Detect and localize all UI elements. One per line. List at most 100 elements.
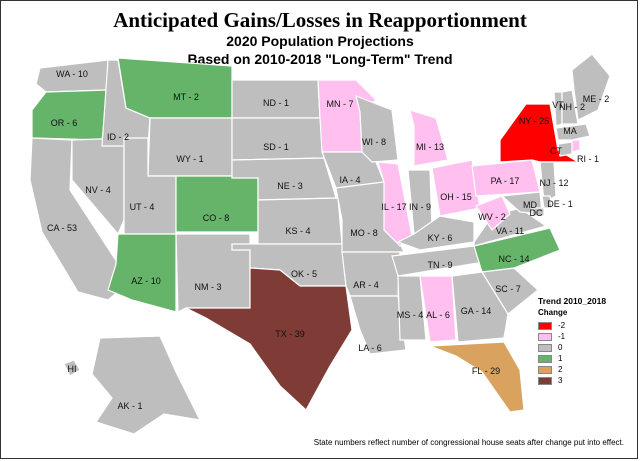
legend-label: 3 <box>558 376 563 385</box>
legend-swatch <box>538 321 552 330</box>
state-az <box>107 233 177 313</box>
state-fl <box>429 341 525 413</box>
legend-swatch <box>538 376 552 385</box>
state-label-id: ID - 2 <box>107 132 129 142</box>
state-la <box>349 295 407 355</box>
state-mt <box>117 57 233 119</box>
legend-label: -2 <box>558 321 566 330</box>
legend-label: -1 <box>558 332 566 341</box>
state-hi <box>63 359 81 377</box>
state-de <box>541 195 553 209</box>
state-label-nm: NM - 3 <box>195 282 222 292</box>
map-subtitle-2: Based on 2010-2018 "Long-Term" Trend <box>187 51 453 67</box>
state-label-nj: NJ - 12 <box>539 178 568 188</box>
state-label-wa: WA - 10 <box>56 69 88 79</box>
state-label-nd: ND - 1 <box>263 98 289 108</box>
legend-swatch <box>538 332 552 341</box>
state-label-tx: TX - 39 <box>275 329 305 339</box>
state-ri <box>571 139 581 153</box>
state-label-pa: PA - 17 <box>491 176 520 186</box>
state-label-co: CO - 8 <box>203 213 230 223</box>
state-ks <box>257 197 343 245</box>
state-tx <box>185 267 353 411</box>
state-label-oh: OH - 15 <box>440 192 472 202</box>
state-label-ma: MA <box>563 126 577 136</box>
state-label-va: VA - 11 <box>496 226 524 236</box>
state-label-wi: WI - 8 <box>362 137 386 147</box>
state-ms <box>397 275 427 341</box>
state-label-mo: MO - 8 <box>350 228 378 238</box>
legend: Trend 2010_2018 Change -2 -1 0 1 2 3 <box>538 296 618 386</box>
state-dc <box>531 207 545 217</box>
state-label-mn: MN - 7 <box>327 99 354 109</box>
state-nc <box>473 227 561 273</box>
legend-item: -2 <box>538 320 618 331</box>
state-label-mt: MT - 2 <box>173 92 199 102</box>
state-ct <box>557 141 573 157</box>
state-wy <box>147 117 233 177</box>
state-ca <box>29 137 131 301</box>
legend-item: 3 <box>538 375 618 386</box>
state-label-in: IN - 9 <box>409 202 431 212</box>
state-label-ct: CT <box>550 146 562 156</box>
state-ny <box>499 103 581 163</box>
state-label-nv: NV - 4 <box>85 185 111 195</box>
state-label-mi: MI - 13 <box>416 142 444 152</box>
state-co <box>175 175 259 233</box>
legend-swatch <box>538 343 552 352</box>
state-label-ar: AR - 4 <box>353 280 379 290</box>
state-label-ca: CA - 53 <box>47 223 77 233</box>
state-label-ia: IA - 4 <box>339 175 360 185</box>
state-label-ms: MS - 4 <box>397 310 424 320</box>
state-label-dc: DC <box>530 208 543 218</box>
state-label-me: ME - 2 <box>583 94 610 104</box>
state-me <box>571 53 611 121</box>
state-label-il: IL - 17 <box>381 202 406 212</box>
legend-item: 1 <box>538 353 618 364</box>
state-il <box>377 161 413 247</box>
legend-item: 0 <box>538 342 618 353</box>
state-label-sc: SC - 7 <box>495 284 521 294</box>
map-subtitle-1: 2020 Population Projections <box>226 33 414 49</box>
state-nh <box>561 89 579 125</box>
state-label-vt: VT <box>552 100 564 110</box>
state-label-nc: NC - 14 <box>498 254 529 264</box>
state-label-wv: WV - 2 <box>478 212 506 222</box>
state-label-ak: AK - 1 <box>117 401 142 411</box>
state-label-ok: OK - 5 <box>291 269 317 279</box>
state-label-wy: WY - 1 <box>176 154 203 164</box>
state-nj <box>539 161 557 203</box>
legend-item: 2 <box>538 364 618 375</box>
state-al <box>419 275 457 343</box>
map-title: Anticipated Gains/Losses in Reapportionm… <box>113 8 527 32</box>
state-or <box>31 89 109 141</box>
state-label-la: LA - 6 <box>358 343 382 353</box>
state-label-de: DE - 1 <box>547 199 573 209</box>
legend-item: -1 <box>538 331 618 342</box>
state-label-al: AL - 6 <box>426 310 450 320</box>
state-label-nh: NH - 2 <box>559 102 585 112</box>
state-label-ut: UT - 4 <box>130 202 155 212</box>
state-label-az: AZ - 10 <box>131 276 161 286</box>
state-label-fl: FL - 29 <box>472 366 500 376</box>
state-label-ne: NE - 3 <box>277 181 303 191</box>
state-label-ks: KS - 4 <box>285 226 310 236</box>
legend-label: 0 <box>558 343 563 352</box>
legend-label: 2 <box>558 365 563 374</box>
footnote: State numbers reflect number of congress… <box>313 438 624 447</box>
state-sd <box>231 117 325 161</box>
state-label-ga: GA - 14 <box>461 306 492 316</box>
state-label-tn: TN - 9 <box>427 260 452 270</box>
state-label-hi: HI <box>68 364 77 374</box>
state-ky <box>396 215 475 251</box>
state-label-md: MD <box>523 200 537 210</box>
legend-label: 1 <box>558 354 563 363</box>
state-label-ny: NY - 25 <box>519 116 549 126</box>
state-wv <box>475 195 511 231</box>
state-ma <box>555 123 591 141</box>
state-ga <box>451 271 509 343</box>
legend-title: Trend 2010_2018 <box>538 296 607 306</box>
state-ak <box>91 335 202 435</box>
